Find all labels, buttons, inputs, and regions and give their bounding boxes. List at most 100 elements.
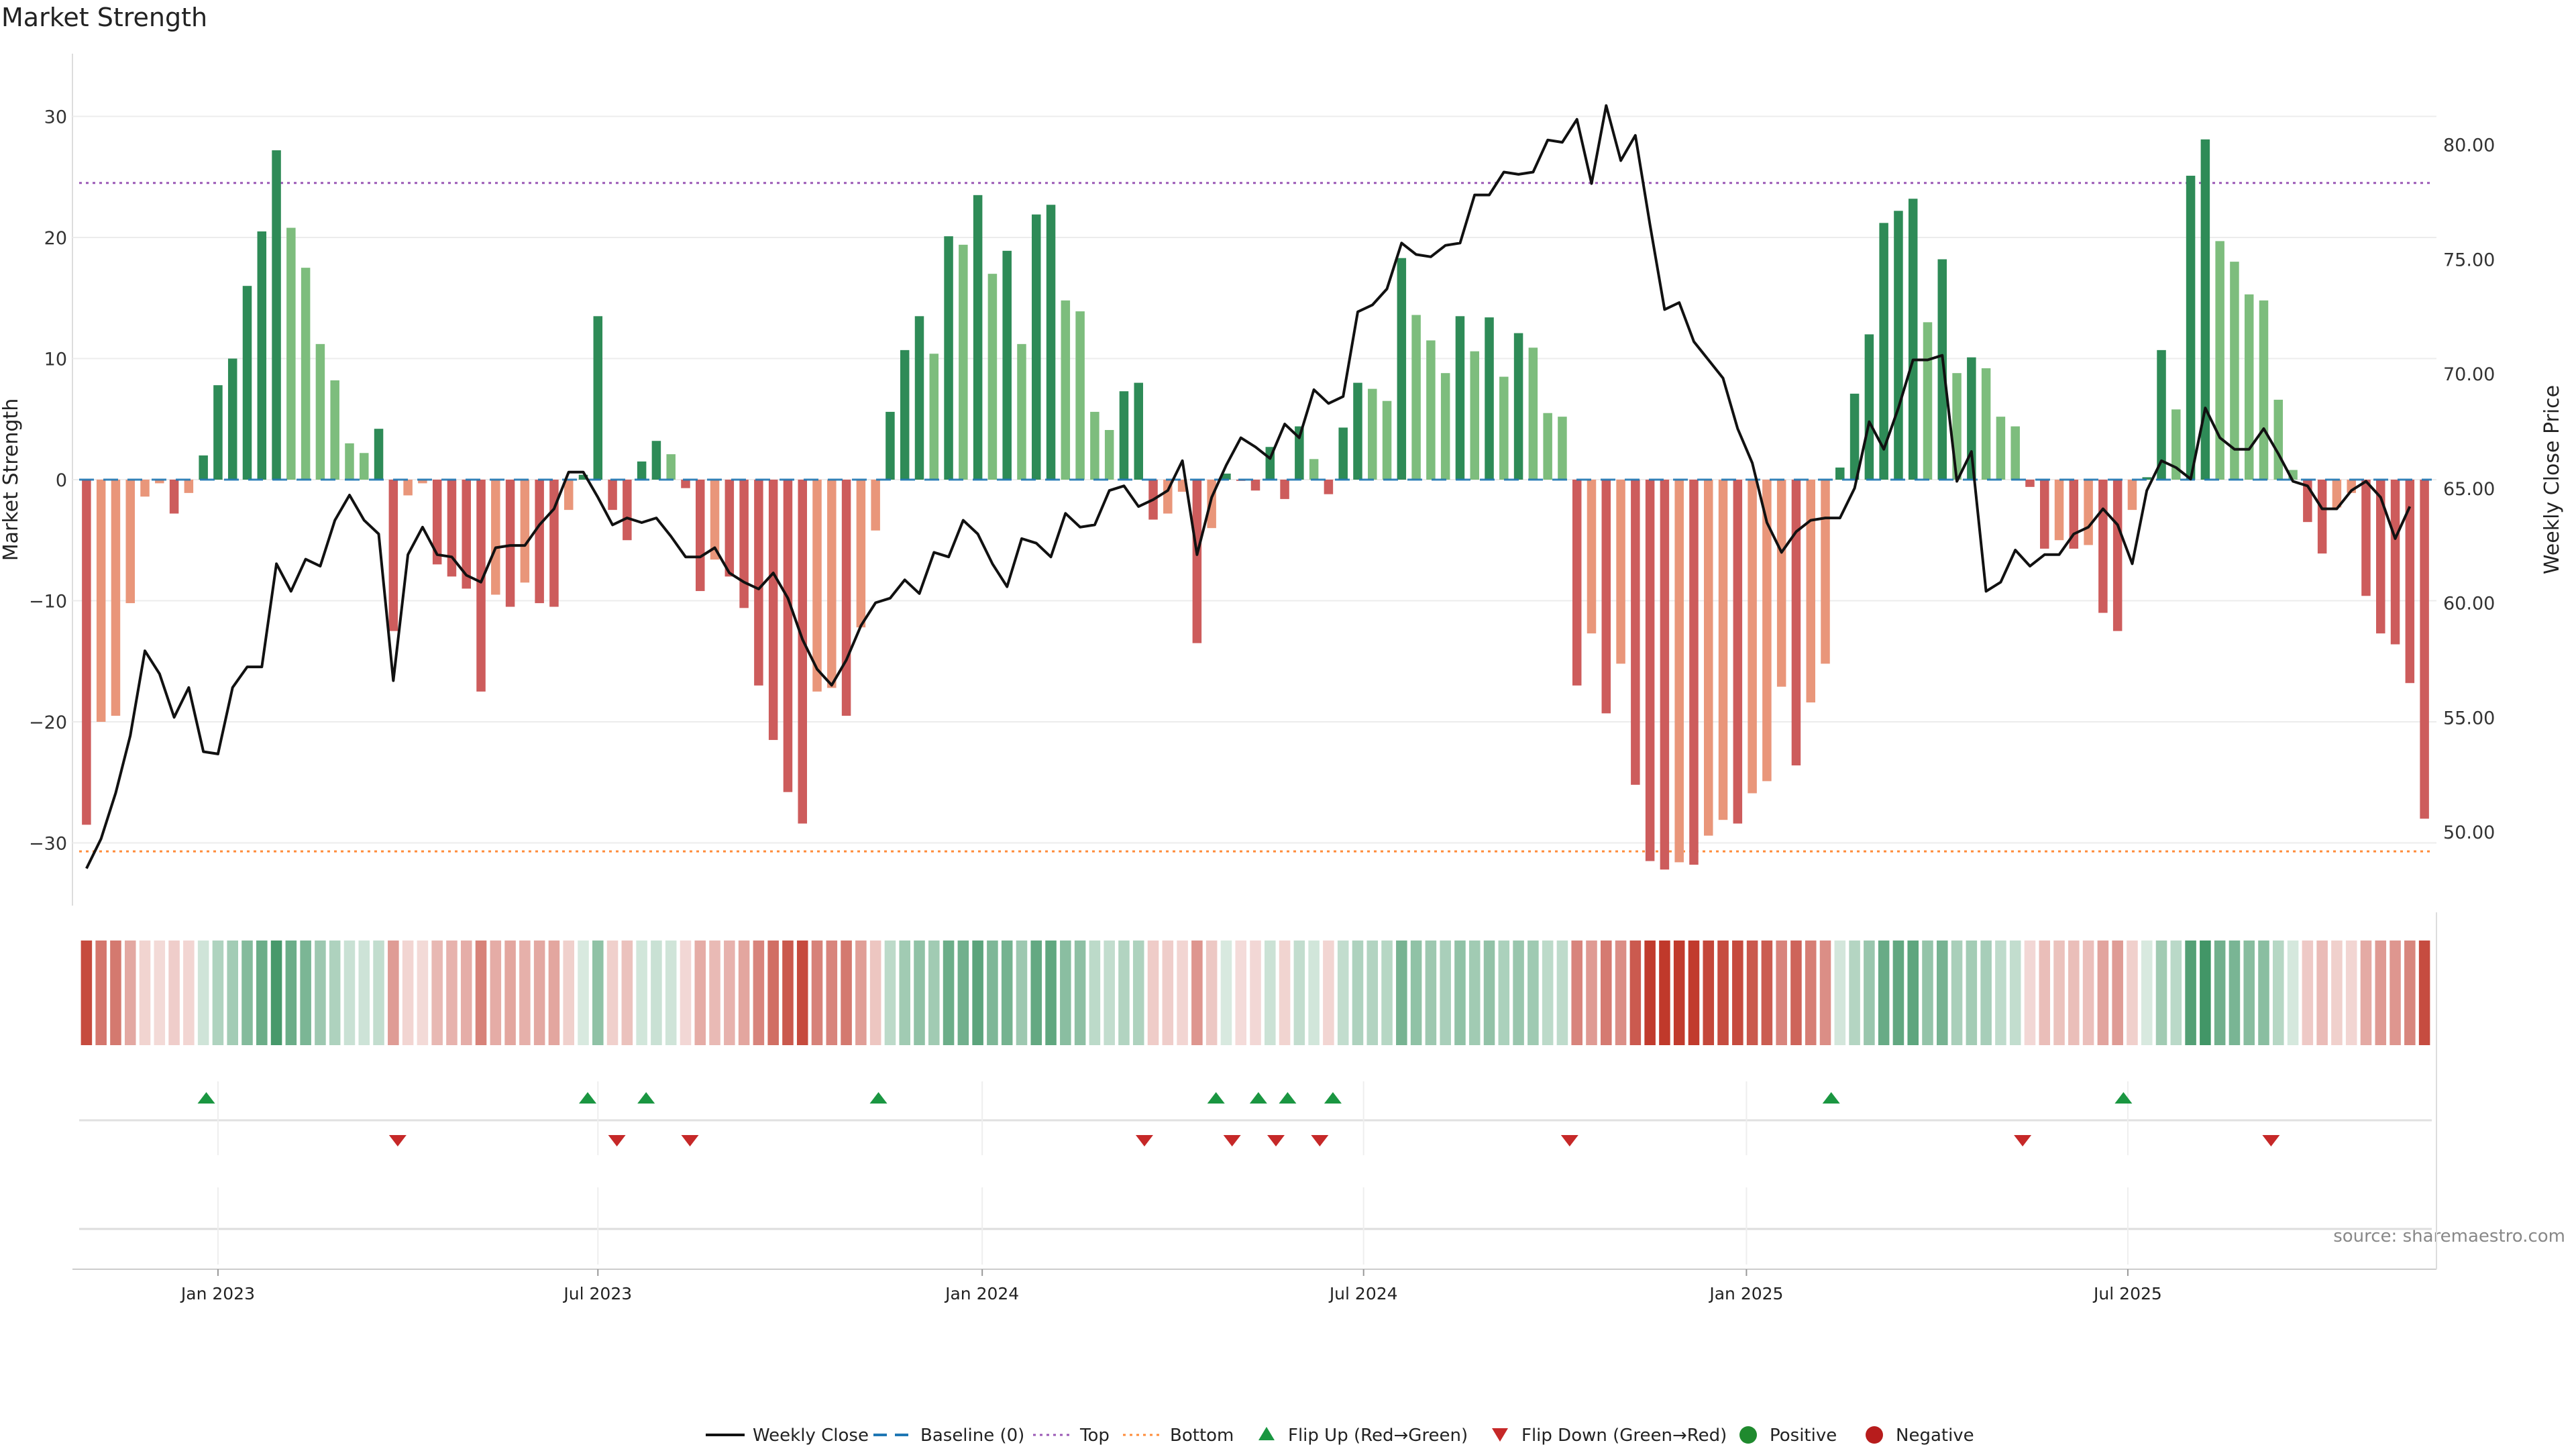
x-tick-label: Jul 2023: [562, 1284, 632, 1303]
heat-strip-cell: [709, 941, 720, 1045]
heat-strip-cell: [329, 941, 341, 1045]
strength-bar: [1280, 480, 1289, 499]
heat-strip-cell: [1644, 941, 1656, 1045]
strength-bar: [2376, 480, 2385, 634]
heat-strip-cell: [110, 941, 121, 1045]
heat-strip-cell: [2009, 941, 2021, 1045]
heat-strip-cell: [651, 941, 662, 1045]
strength-bar: [1338, 427, 1348, 480]
y-tick-label: −30: [29, 834, 67, 855]
flip-up-marker: [637, 1092, 655, 1104]
strength-bar: [1806, 480, 1815, 703]
x-tick-label: Jan 2023: [180, 1284, 255, 1303]
strength-bar: [1046, 205, 1056, 480]
heat-strip-cell: [1586, 941, 1597, 1045]
heat-strip-cell: [1571, 941, 1582, 1045]
heat-strip-cell: [2345, 941, 2357, 1045]
strength-bar: [2010, 426, 2020, 480]
strength-bar: [155, 480, 164, 484]
heat-strip-cell: [285, 941, 297, 1045]
y-tick-label: 0: [56, 470, 67, 491]
strength-bar: [623, 480, 632, 541]
strength-bar: [1075, 311, 1085, 480]
heat-strip-cell: [1513, 941, 1524, 1045]
heat-strip-cell: [1089, 941, 1101, 1045]
strength-bar: [505, 480, 515, 607]
heat-strip-cell: [2024, 941, 2036, 1045]
strength-bar: [1207, 480, 1216, 529]
y-tick-label: −10: [29, 592, 67, 612]
strength-bar: [2112, 480, 2123, 631]
y-tick-label: −20: [29, 712, 67, 733]
heat-strip-cell: [680, 941, 692, 1045]
heat-strip-cell: [1659, 941, 1670, 1045]
heat-strip-cell: [1703, 941, 1715, 1045]
strength-bar: [345, 443, 354, 480]
strength-bar: [2084, 480, 2093, 545]
strength-bar: [1674, 480, 1684, 863]
heat-strip-cell: [1761, 941, 1773, 1045]
heat-strip-cell: [1293, 941, 1305, 1045]
heat-strip-cell: [1454, 941, 1466, 1045]
heat-strip-cell: [446, 941, 458, 1045]
strength-bar: [476, 480, 486, 692]
heat-strip-cell: [606, 941, 619, 1045]
heat-strip-cell: [1410, 941, 1422, 1045]
strength-bar: [1470, 351, 1479, 480]
strength-bar: [2230, 262, 2239, 480]
strength-bar: [2244, 294, 2254, 480]
heat-strip-cell: [2097, 941, 2109, 1045]
x-tick-label: Jan 2024: [944, 1284, 1019, 1303]
heat-strip-cell: [1498, 941, 1510, 1045]
heat-strip-cell: [884, 941, 896, 1045]
heat-strip-cell: [1849, 941, 1860, 1045]
strength-bar: [1849, 393, 1860, 480]
strength-bar: [1309, 459, 1319, 480]
heat-strip-cell: [1279, 941, 1291, 1045]
heat-strip-cell: [2214, 941, 2226, 1045]
strength-bar: [140, 480, 150, 497]
y2-tick-label: 60.00: [2443, 594, 2495, 614]
y2-tick-label: 55.00: [2443, 708, 2495, 729]
strength-bar: [2040, 480, 2049, 549]
x-tick-label: Jan 2025: [1708, 1284, 1783, 1303]
strength-bar: [360, 453, 369, 480]
heat-strip-cell: [1132, 941, 1144, 1045]
y-tick-label: 10: [44, 350, 67, 370]
heat-strip-cell: [2390, 941, 2401, 1045]
strength-bar: [491, 480, 500, 595]
heat-strip-cell: [1892, 941, 1904, 1045]
heat-strip-cell: [1118, 941, 1130, 1045]
strength-bar: [111, 480, 121, 716]
heat-strip-cell: [796, 941, 808, 1045]
heat-strip-cell: [2141, 941, 2153, 1045]
heat-strip-cell: [621, 941, 633, 1045]
heat-strip-cell: [1308, 941, 1320, 1045]
strength-bar: [871, 480, 880, 531]
strength-bar: [1718, 480, 1728, 820]
strength-bar: [315, 343, 325, 480]
y2-tick-label: 65.00: [2443, 479, 2495, 500]
strength-bar: [973, 195, 983, 480]
heat-strip-cell: [1805, 941, 1817, 1045]
y-axis-title: Market Strength: [0, 398, 23, 561]
heat-strip-cell: [782, 941, 794, 1045]
strength-bar: [1601, 480, 1611, 714]
heat-strip-cell: [592, 941, 604, 1045]
strength-bar: [637, 461, 647, 480]
flip-down-marker: [2014, 1135, 2032, 1146]
y-tick-label: 20: [44, 228, 67, 249]
heat-strip-cell: [1001, 941, 1013, 1045]
heat-strip-cell: [1162, 941, 1174, 1045]
heat-strip-cell: [2258, 941, 2269, 1045]
strength-bar: [1981, 368, 1991, 480]
heat-strip-cell: [519, 941, 531, 1045]
strength-bar: [1923, 322, 1933, 480]
heat-strip-cell: [490, 941, 502, 1045]
heat-strip-cell: [1265, 941, 1276, 1045]
heat-strip-cell: [1323, 941, 1334, 1045]
heat-strip-cell: [1235, 941, 1246, 1045]
strength-bar: [2390, 480, 2400, 645]
strength-bar: [1835, 467, 1845, 480]
